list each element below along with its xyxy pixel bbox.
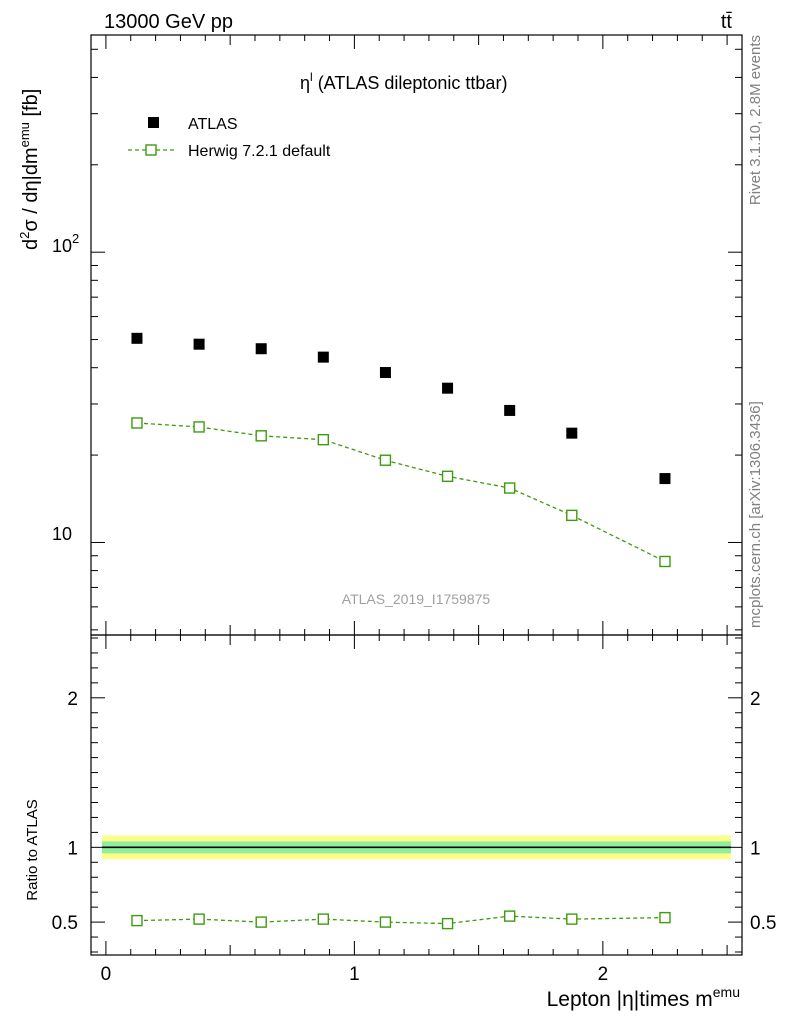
- herwig-data-point: [255, 430, 267, 442]
- mcplots-label: mcplots.cern.ch [arXiv:1306.3436]: [747, 401, 764, 628]
- ratio-series: [131, 910, 671, 930]
- herwig-ratio-point: [317, 913, 330, 925]
- ratio-y-tick-label: 1: [67, 838, 78, 859]
- analysis-watermark: ATLAS_2019_I1759875: [342, 591, 491, 607]
- atlas-data-point: [317, 351, 329, 363]
- plot-title: ηl (ATLAS dileptonic ttbar): [300, 70, 507, 93]
- herwig-main-line: [136, 422, 666, 563]
- atlas-data-point: [193, 338, 205, 350]
- herwig-ratio-point: [659, 911, 671, 924]
- x-tick-label: 0: [101, 964, 112, 985]
- ratio-frame: [90, 634, 743, 956]
- legend-label-atlas: ATLAS: [188, 116, 238, 133]
- herwig-ratio-point: [193, 913, 205, 925]
- ratio-axis-ticks: [91, 635, 742, 955]
- x-axis-label: Lepton |η|times memu: [547, 984, 740, 1011]
- herwig-ratio-point: [255, 916, 267, 928]
- herwig-ratio-point: [566, 913, 578, 925]
- atlas-data-point: [504, 404, 516, 416]
- ratio-panel: Ratio to ATLAS 0.5 0.5 1 1 2 2 0 1 2 Lepton |η|…: [24, 634, 776, 1011]
- ratio-uncertainty-band: [102, 835, 731, 860]
- energy-label: 13000 GeV pp: [104, 11, 233, 33]
- herwig-data-point: [503, 482, 516, 494]
- herwig-data-point: [659, 555, 671, 568]
- atlas-data-point: [566, 427, 578, 439]
- ratio-y-tick-label: 2: [67, 689, 78, 710]
- herwig-data-point: [317, 433, 330, 446]
- ratio-y-tick-label-right: 2: [750, 689, 761, 710]
- herwig-data-point: [193, 421, 205, 433]
- main-axis-ticks: [91, 35, 742, 635]
- atlas-data-point: [131, 332, 143, 344]
- legend-marker-atlas: [148, 117, 159, 128]
- main-series: [131, 332, 671, 568]
- ratio-y-axis-label: Ratio to ATLAS: [24, 799, 41, 900]
- x-tick-label: 1: [349, 964, 360, 985]
- process-label: tt̄: [721, 11, 733, 33]
- herwig-ratio-point: [131, 914, 143, 927]
- legend: ATLAS Herwig 7.2.1 default: [128, 116, 331, 160]
- rivet-version-label: Rivet 3.1.10, 2.8M events: [747, 35, 764, 205]
- atlas-data-point: [659, 473, 671, 485]
- atlas-data-point: [379, 367, 391, 379]
- herwig-data-point: [379, 454, 392, 466]
- herwig-data-point: [566, 509, 578, 522]
- legend-marker-herwig: [145, 144, 157, 156]
- herwig-ratio-line: [136, 915, 665, 925]
- herwig-ratio-point: [441, 917, 454, 930]
- x-tick-label: 2: [598, 964, 609, 985]
- main-y-tick-label: 102: [52, 231, 79, 256]
- herwig-data-point: [131, 417, 143, 429]
- herwig-ratio-point: [379, 916, 392, 928]
- ratio-y-tick-label-right: 1: [750, 838, 761, 859]
- main-y-tick-label: 10: [52, 524, 72, 544]
- herwig-data-point: [441, 470, 454, 483]
- main-y-axis-label: d2σ / dη|dmemu [fb]: [17, 89, 42, 250]
- herwig-ratio-point: [503, 910, 516, 922]
- ratio-y-tick-label: 0.5: [52, 913, 78, 934]
- atlas-data-point: [442, 382, 454, 394]
- main-panel: ηl (ATLAS dileptonic ttbar) d2σ / dη|dme…: [17, 34, 743, 636]
- legend-label-herwig: Herwig 7.2.1 default: [188, 143, 331, 160]
- atlas-data-point: [255, 343, 267, 355]
- ratio-y-tick-label-right: 0.5: [750, 913, 776, 934]
